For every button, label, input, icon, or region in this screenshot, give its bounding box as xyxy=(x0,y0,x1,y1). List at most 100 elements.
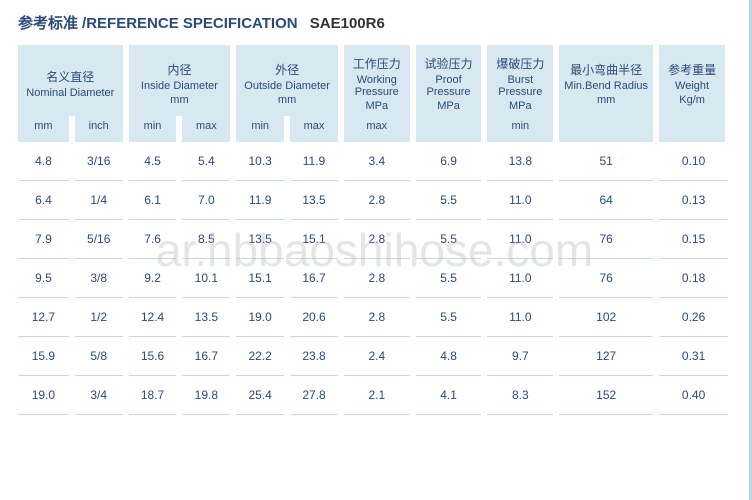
cell-pp: 5.5 xyxy=(413,259,485,298)
sub-bend xyxy=(556,116,656,142)
cell-pp: 5.5 xyxy=(413,220,485,259)
cell-id_max: 13.5 xyxy=(179,298,233,337)
cell-od_min: 15.1 xyxy=(233,259,287,298)
hdr-working: 工作压力 Working Pressure MPa xyxy=(341,45,413,116)
hdr-outside-en: Outside Diameter xyxy=(238,80,336,92)
table-row: 7.95/167.68.513.515.12.85.511.0760.15 xyxy=(18,220,728,259)
cell-inch: 3/4 xyxy=(72,376,126,415)
cell-bp: 11.0 xyxy=(484,181,556,220)
cell-wp: 2.8 xyxy=(341,181,413,220)
cell-mm: 6.4 xyxy=(18,181,72,220)
cell-inch: 3/8 xyxy=(72,259,126,298)
sub-od-max: max xyxy=(287,116,341,142)
cell-pp: 6.9 xyxy=(413,142,485,181)
cell-bp: 13.8 xyxy=(484,142,556,181)
cell-mm: 19.0 xyxy=(18,376,72,415)
hdr-burst-unit: MPa xyxy=(489,100,551,112)
hdr-inside-en: Inside Diameter xyxy=(131,80,229,92)
cell-wp: 2.4 xyxy=(341,337,413,376)
sub-id-min: min xyxy=(126,116,180,142)
hdr-inside-cn: 内径 xyxy=(131,61,229,78)
sub-id-max: max xyxy=(179,116,233,142)
table-row: 12.71/212.413.519.020.62.85.511.01020.26 xyxy=(18,298,728,337)
hdr-inside: 内径 Inside Diameter mm xyxy=(126,45,234,116)
hdr-weight-unit: Kg/m xyxy=(661,94,723,106)
hdr-weight: 参考重量 Weight Kg/m xyxy=(656,45,728,116)
cell-id_min: 12.4 xyxy=(126,298,180,337)
hdr-proof: 试验压力 Proof Pressure MPa xyxy=(413,45,485,116)
cell-id_min: 6.1 xyxy=(126,181,180,220)
hdr-bend-en: Min.Bend Radius xyxy=(561,80,651,92)
cell-mm: 12.7 xyxy=(18,298,72,337)
cell-od_max: 15.1 xyxy=(287,220,341,259)
cell-id_max: 10.1 xyxy=(179,259,233,298)
title-cn: 参考标准 xyxy=(18,15,78,32)
table-row: 9.53/89.210.115.116.72.85.511.0760.18 xyxy=(18,259,728,298)
cell-mm: 9.5 xyxy=(18,259,72,298)
cell-wp: 2.1 xyxy=(341,376,413,415)
title-row: 参考标准/REFERENCE SPECIFICATION SAE100R6 xyxy=(18,12,731,33)
cell-wt: 0.18 xyxy=(656,259,728,298)
cell-bend: 51 xyxy=(556,142,656,181)
cell-wt: 0.10 xyxy=(656,142,728,181)
cell-wp: 3.4 xyxy=(341,142,413,181)
title-code: SAE100R6 xyxy=(310,15,385,32)
cell-od_min: 19.0 xyxy=(233,298,287,337)
cell-wp: 2.8 xyxy=(341,220,413,259)
hdr-burst: 爆破压力 Burst Pressure MPa xyxy=(484,45,556,116)
cell-inch: 3/16 xyxy=(72,142,126,181)
cell-wp: 2.8 xyxy=(341,298,413,337)
cell-id_min: 7.6 xyxy=(126,220,180,259)
table-row: 4.83/164.55.410.311.93.46.913.8510.10 xyxy=(18,142,728,181)
cell-bend: 127 xyxy=(556,337,656,376)
cell-bend: 152 xyxy=(556,376,656,415)
cell-id_max: 8.5 xyxy=(179,220,233,259)
cell-od_max: 13.5 xyxy=(287,181,341,220)
sub-bp: min xyxy=(484,116,556,142)
cell-od_min: 13.5 xyxy=(233,220,287,259)
cell-id_min: 4.5 xyxy=(126,142,180,181)
sub-inch: inch xyxy=(72,116,126,142)
cell-bend: 64 xyxy=(556,181,656,220)
hdr-proof-unit: MPa xyxy=(418,100,480,112)
cell-id_max: 5.4 xyxy=(179,142,233,181)
cell-pp: 5.5 xyxy=(413,298,485,337)
spec-container: 参考标准/REFERENCE SPECIFICATION SAE100R6 ar… xyxy=(0,0,752,500)
cell-bend: 102 xyxy=(556,298,656,337)
cell-id_max: 16.7 xyxy=(179,337,233,376)
hdr-proof-cn: 试验压力 xyxy=(418,55,480,72)
cell-od_max: 16.7 xyxy=(287,259,341,298)
cell-bp: 11.0 xyxy=(484,259,556,298)
hdr-inside-unit: mm xyxy=(131,94,229,106)
cell-id_min: 18.7 xyxy=(126,376,180,415)
sub-pp xyxy=(413,116,485,142)
cell-od_min: 22.2 xyxy=(233,337,287,376)
cell-bp: 9.7 xyxy=(484,337,556,376)
cell-pp: 5.5 xyxy=(413,181,485,220)
hdr-outside-cn: 外径 xyxy=(238,61,336,78)
cell-inch: 1/2 xyxy=(72,298,126,337)
cell-bend: 76 xyxy=(556,220,656,259)
cell-inch: 1/4 xyxy=(72,181,126,220)
cell-od_max: 23.8 xyxy=(287,337,341,376)
cell-wt: 0.13 xyxy=(656,181,728,220)
cell-pp: 4.8 xyxy=(413,337,485,376)
cell-wp: 2.8 xyxy=(341,259,413,298)
cell-id_min: 15.6 xyxy=(126,337,180,376)
cell-od_max: 11.9 xyxy=(287,142,341,181)
cell-wt: 0.40 xyxy=(656,376,728,415)
hdr-nominal: 名义直径 Nominal Diameter xyxy=(18,45,126,116)
hdr-working-cn: 工作压力 xyxy=(346,55,408,72)
hdr-burst-cn: 爆破压力 xyxy=(489,55,551,72)
cell-bend: 76 xyxy=(556,259,656,298)
cell-od_min: 25.4 xyxy=(233,376,287,415)
hdr-bend-cn: 最小弯曲半径 xyxy=(561,61,651,78)
cell-od_min: 10.3 xyxy=(233,142,287,181)
table-row: 19.03/418.719.825.427.82.14.18.31520.40 xyxy=(18,376,728,415)
hdr-working-unit: MPa xyxy=(346,100,408,112)
cell-mm: 7.9 xyxy=(18,220,72,259)
cell-bp: 11.0 xyxy=(484,220,556,259)
cell-inch: 5/8 xyxy=(72,337,126,376)
cell-inch: 5/16 xyxy=(72,220,126,259)
cell-od_min: 11.9 xyxy=(233,181,287,220)
